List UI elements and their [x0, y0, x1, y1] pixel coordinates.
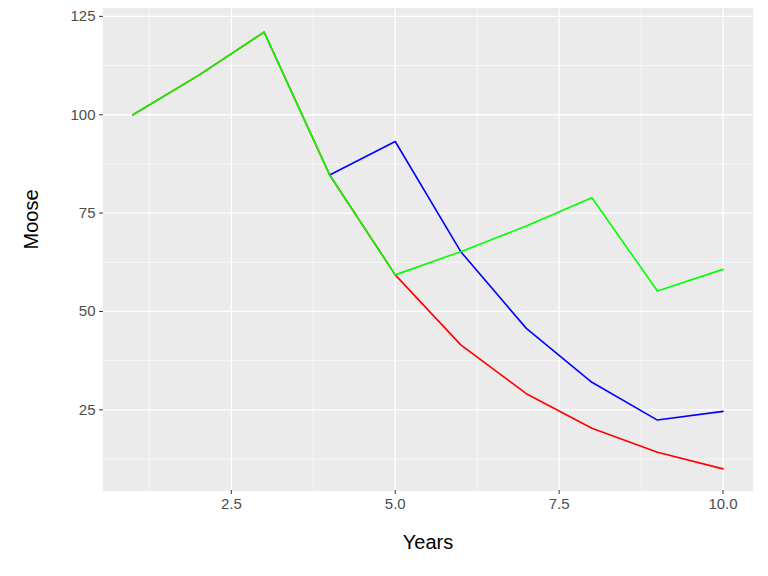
- svg-text:Years: Years: [403, 531, 453, 553]
- svg-text:2.5: 2.5: [221, 495, 242, 512]
- svg-text:7.5: 7.5: [549, 495, 570, 512]
- svg-text:Moose: Moose: [20, 189, 42, 249]
- svg-text:10.0: 10.0: [708, 495, 737, 512]
- svg-text:75: 75: [79, 204, 96, 221]
- svg-text:25: 25: [79, 401, 96, 418]
- svg-text:100: 100: [70, 106, 95, 123]
- svg-text:50: 50: [79, 302, 96, 319]
- svg-text:5.0: 5.0: [385, 495, 406, 512]
- svg-text:125: 125: [70, 7, 95, 24]
